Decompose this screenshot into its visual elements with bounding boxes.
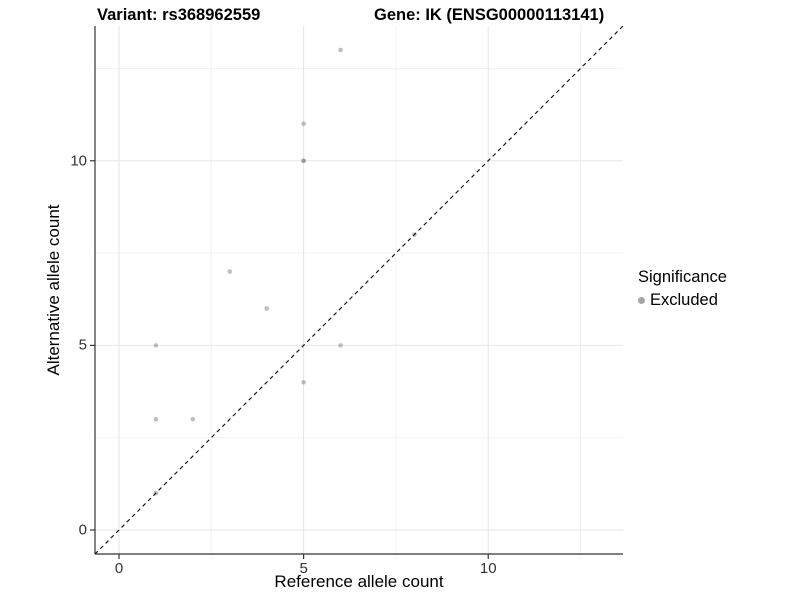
x-tick-label: 5 <box>299 560 308 577</box>
x-axis-title: Reference allele count <box>274 572 444 591</box>
y-tick-label: 10 <box>70 152 87 170</box>
data-point <box>227 269 233 274</box>
data-point <box>301 121 306 127</box>
legend-item-excluded: Excluded <box>638 291 727 310</box>
data-point <box>301 158 306 164</box>
data-point <box>338 47 343 53</box>
data-point <box>153 343 159 348</box>
x-tick-label: 0 <box>114 560 124 577</box>
y-tick-label: 5 <box>78 336 87 354</box>
excluded-point-icon <box>638 297 645 304</box>
data-point <box>301 380 306 385</box>
y-axis-title: Alternative allele count <box>44 204 63 376</box>
legend-title: Significance <box>638 268 727 286</box>
data-point <box>153 416 159 422</box>
identity-reference-line <box>94 25 624 555</box>
legend-item-label: Excluded <box>650 291 718 309</box>
y-tick-label: 0 <box>78 521 87 539</box>
plot-title-variant: Variant: rs368962559 <box>97 6 261 24</box>
legend: Significance Excluded <box>638 268 727 310</box>
data-point <box>190 416 196 422</box>
data-point <box>264 306 269 311</box>
x-tick-label: 10 <box>479 560 497 577</box>
plot-title-gene: Gene: IK (ENSG00000113141) <box>374 6 605 24</box>
data-point <box>338 343 343 348</box>
